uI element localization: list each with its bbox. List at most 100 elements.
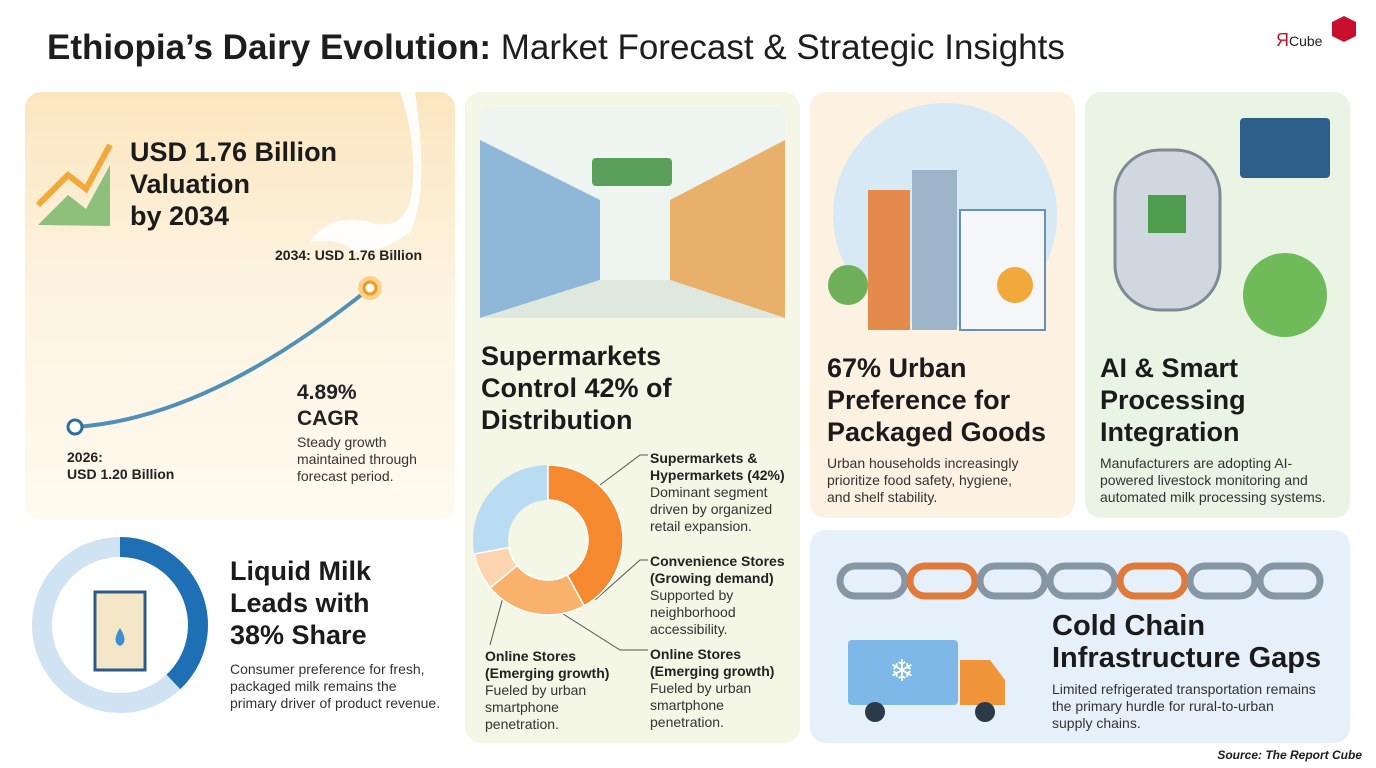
milk-splash [310, 92, 422, 252]
text-line: Online Stores [650, 646, 742, 662]
liquid-milk-note: Consumer preference for fresh, packaged m… [230, 661, 440, 712]
wheel [865, 702, 885, 722]
text-line: smartphone [485, 699, 559, 715]
callout-note: Fueled by urban smartphone penetration. [485, 682, 609, 733]
cagr-note: Steady growth maintained through forecast … [297, 434, 417, 485]
callout-note: Dominant segment driven by organized retai… [650, 484, 785, 535]
cow-badge [1243, 253, 1327, 337]
callout-title: Convenience Stores (Growing demand) [650, 553, 785, 587]
logo-cube [1332, 16, 1356, 42]
text-line: and shelf stability. [827, 489, 938, 505]
urban-note: Urban households increasingly prioritize … [827, 455, 1018, 506]
donut-segment [547, 464, 624, 607]
drop [115, 628, 125, 646]
quality-badge [997, 267, 1033, 303]
milk-carton [959, 209, 1046, 331]
source: Source: The Report Cube [1217, 748, 1362, 762]
text-line: Limited refrigerated transportation rema… [1052, 681, 1316, 697]
text-line: Supported by [650, 587, 734, 603]
logo: ЯCube [1276, 30, 1322, 51]
valuation-headline: USD 1.76 Billion Valuation by 2034 [130, 136, 337, 232]
text-line: Fueled by urban [650, 680, 752, 696]
text-line: packaged milk remains the [230, 678, 397, 694]
text-line: Hypermarkets (42%) [650, 467, 785, 483]
leader-lines [489, 454, 648, 651]
share-arc [120, 537, 209, 690]
truck-cab [960, 660, 1005, 705]
text-line: forecast period. [297, 468, 394, 484]
chain [836, 562, 1324, 600]
text-line: primary driver of product revenue. [230, 695, 441, 711]
text-line: Supermarkets & [650, 450, 758, 466]
text-line: Control 42% of [481, 373, 672, 403]
cagr: 4.89% CAGR [297, 380, 359, 432]
segment-callout: Convenience Stores (Growing demand) Suppor… [650, 553, 785, 638]
text-line: Supermarkets [481, 341, 662, 371]
start-label: 2026: USD 1.20 Billion [67, 449, 174, 483]
callout-title: Supermarkets & Hypermarkets (42%) [650, 450, 785, 484]
text-line: (Emerging growth) [650, 663, 775, 679]
logo-r: Я [1276, 30, 1289, 50]
cold-chain-headline: Cold Chain Infrastructure Gaps [1052, 610, 1321, 674]
distribution-headline: Supermarkets Control 42% of Distribution [481, 340, 672, 436]
forecast-curve [74, 286, 372, 429]
text-line: Processing [1100, 385, 1246, 415]
text-line: maintained through [297, 451, 417, 467]
left-callout: Online Stores (Emerging growth) Fueled by … [485, 648, 609, 733]
text-line: penetration. [650, 714, 724, 730]
cold-chain-note: Limited refrigerated transportation rema… [1052, 681, 1316, 732]
text-line: powered livestock monitoring and [1100, 472, 1308, 488]
callout-title: Online Stores (Emerging growth) [650, 646, 774, 680]
text-line: retail expansion. [650, 518, 752, 534]
text-line: USD 1.20 Billion [67, 466, 175, 482]
text-line: Packaged Goods [827, 417, 1047, 447]
segment-callout: Online Stores (Emerging growth) Fueled by … [650, 646, 774, 731]
snowflake: ❄ [889, 655, 914, 688]
text-line: Manufacturers are adopting AI- [1100, 455, 1293, 471]
text-line: Urban households increasingly [827, 455, 1019, 471]
callout-note: Supported by neighborhood accessibility. [650, 587, 785, 638]
text-line: Leads with [230, 588, 370, 618]
growth-icon [38, 165, 110, 226]
liquid-milk-headline: Liquid Milk Leads with 38% Share [230, 555, 371, 651]
cart-sign [592, 158, 672, 186]
end-point [362, 280, 378, 296]
shelf-right [670, 140, 785, 318]
text-line: 4.89% [297, 381, 357, 404]
building [868, 190, 910, 330]
text-line: automated milk processing systems. [1100, 489, 1326, 505]
wheel [975, 702, 995, 722]
tree [828, 265, 868, 305]
growth-arrow [35, 143, 113, 208]
text-line: 2026: [67, 449, 103, 465]
text-line: neighborhood [650, 604, 736, 620]
text-line: Fueled by urban [485, 682, 587, 698]
text-line: Liquid Milk [230, 556, 371, 586]
text-line: prioritize food safety, hygiene, [827, 472, 1012, 488]
monitor [1240, 118, 1330, 178]
callout-title: Online Stores (Emerging growth) [485, 648, 609, 682]
title-bold: Ethiopia’s Dairy Evolution: [47, 28, 492, 67]
text-line: CAGR [297, 407, 359, 430]
text-line: smartphone [650, 697, 724, 713]
text-line: Cold Chain [1052, 610, 1206, 642]
text-line: supply chains. [1052, 715, 1141, 731]
text-line: Distribution [481, 405, 633, 435]
urban-headline: 67% Urban Preference for Packaged Goods [827, 352, 1046, 448]
text-line: Preference for [827, 385, 1011, 415]
ai-headline: AI & Smart Processing Integration [1100, 352, 1246, 448]
text-line: driven by organized [650, 501, 773, 517]
text-line: the primary hurdle for rural-to-urban [1052, 698, 1274, 714]
text-line: 67% Urban [827, 353, 967, 383]
start-point [66, 418, 84, 436]
text-line: Dominant segment [650, 484, 768, 500]
building [912, 170, 957, 330]
title-rest: Market Forecast & Strategic Insights [500, 28, 1065, 67]
text-line: (Emerging growth) [485, 665, 610, 681]
text-line: 38% Share [230, 620, 367, 650]
end-label: 2034: USD 1.76 Billion [275, 247, 423, 263]
text-line: USD 1.76 Billion [130, 137, 338, 167]
text-line: Infrastructure Gaps [1052, 642, 1322, 674]
logo-text: Cube [1289, 33, 1323, 49]
